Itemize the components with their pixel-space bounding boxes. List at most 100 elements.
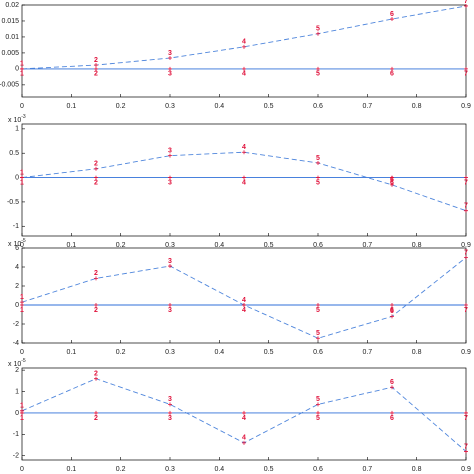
node-label: 2 <box>94 57 98 64</box>
node-label: 2 <box>94 415 98 422</box>
node-label: 4 <box>242 415 246 422</box>
node-marker <box>242 303 246 307</box>
node-marker <box>94 166 98 171</box>
x-tick-label: 0.3 <box>165 466 175 473</box>
node-label: 6 <box>390 71 394 78</box>
x-tick-label: 0.1 <box>66 242 76 249</box>
y-tick-label: 0 <box>15 174 19 181</box>
exponent-power: -5 <box>21 238 26 244</box>
node-marker <box>390 303 394 307</box>
y-tick-label: -0.5 <box>7 199 19 206</box>
x-tick-label: 0.3 <box>165 242 175 249</box>
node-label: 5 <box>316 179 320 186</box>
x-tick-label: 0 <box>20 242 24 249</box>
node-marker <box>390 17 394 22</box>
x-tick-label: 0.9 <box>461 349 471 356</box>
y-tick-label: -2 <box>13 321 19 328</box>
node-marker <box>168 56 172 61</box>
node-marker <box>390 314 394 319</box>
y-tick-label: 2 <box>15 283 19 290</box>
node-marker <box>390 182 394 187</box>
node-label: 3 <box>168 179 172 186</box>
node-label: 5 <box>316 71 320 78</box>
y-tick-label: 0.005 <box>1 50 19 57</box>
node-marker <box>242 44 246 49</box>
y-tick-label: -1 <box>13 431 19 438</box>
y-tick-label: 0 <box>15 410 19 417</box>
y-tick-label: -4 <box>13 340 19 347</box>
node-label: 3 <box>168 415 172 422</box>
x-tick-label: 0.4 <box>214 349 224 356</box>
node-label: 1 <box>20 179 24 186</box>
node-label: 7 <box>464 415 468 422</box>
x-tick-label: 0.9 <box>461 242 471 249</box>
y-tick-label: 0.015 <box>1 18 19 25</box>
node-label: 5 <box>316 26 320 33</box>
node-marker <box>168 264 172 269</box>
plot-area <box>21 123 467 237</box>
node-marker <box>316 175 320 180</box>
x-tick-label: 0.7 <box>362 103 372 110</box>
x-tick-label: 0.8 <box>412 349 422 356</box>
exponent-power: -3 <box>21 114 26 120</box>
node-label: 6 <box>390 307 394 314</box>
node-label: 2 <box>94 179 98 186</box>
node-marker <box>390 66 394 71</box>
plot-area <box>21 4 467 98</box>
node-marker <box>20 408 24 413</box>
node-marker <box>94 410 98 415</box>
node-label: 1 <box>20 307 24 314</box>
node-label: 3 <box>168 258 172 265</box>
x-tick-label: 0.1 <box>66 103 76 110</box>
node-label: 2 <box>94 270 98 277</box>
node-label: 3 <box>168 396 172 403</box>
node-label: 3 <box>168 307 172 314</box>
node-label: 2 <box>94 371 98 378</box>
node-label: 7 <box>464 179 468 186</box>
node-label: 2 <box>94 71 98 78</box>
node-label: 1 <box>20 403 24 410</box>
node-marker <box>242 66 246 71</box>
node-label: 3 <box>168 147 172 154</box>
exponent-base: x 10 <box>8 117 21 124</box>
node-marker <box>242 410 246 415</box>
x-tick-label: 0.7 <box>362 466 372 473</box>
x-tick-label: 0.3 <box>165 103 175 110</box>
node-marker <box>316 410 320 415</box>
node-label: 6 <box>390 177 394 184</box>
x-tick-label: 0.8 <box>412 242 422 249</box>
node-label: 7 <box>464 307 468 314</box>
node-marker <box>168 175 172 180</box>
node-marker <box>94 376 98 381</box>
x-tick-label: 0.3 <box>165 349 175 356</box>
node-marker <box>464 449 468 454</box>
node-label: 1 <box>20 61 24 68</box>
y-tick-label: 0.02 <box>5 2 19 9</box>
plot-area <box>21 247 467 344</box>
node-marker <box>168 153 172 158</box>
x-tick-label: 0.8 <box>412 103 422 110</box>
node-label: 3 <box>168 50 172 57</box>
x-tick-label: 0.5 <box>264 466 274 473</box>
node-marker <box>390 175 394 180</box>
y-exponent: x 10-5 <box>8 238 26 248</box>
node-marker <box>464 3 468 8</box>
node-marker <box>94 63 98 68</box>
x-tick-label: 0.4 <box>214 466 224 473</box>
node-label: 6 <box>390 379 394 386</box>
node-label: 5 <box>316 415 320 422</box>
node-label: 7 <box>464 249 468 256</box>
x-tick-label: 0.5 <box>264 103 274 110</box>
node-label: 1 <box>20 169 24 176</box>
node-marker <box>94 276 98 281</box>
x-tick-label: 0.7 <box>362 242 372 249</box>
x-tick-label: 0.7 <box>362 349 372 356</box>
x-tick-label: 0.6 <box>313 242 323 249</box>
node-marker <box>94 175 98 180</box>
y-tick-label: 0 <box>15 66 19 73</box>
x-tick-label: 0.5 <box>264 242 274 249</box>
node-label: 1 <box>20 294 24 301</box>
y-tick-label: 0.01 <box>5 34 19 41</box>
node-marker <box>168 410 172 415</box>
node-label: 7 <box>464 0 468 5</box>
